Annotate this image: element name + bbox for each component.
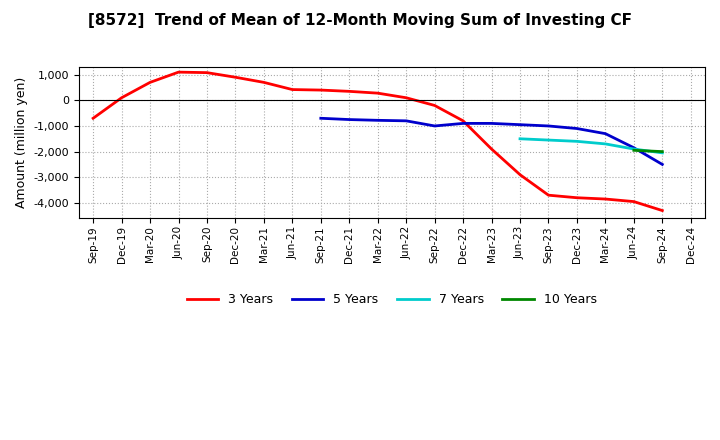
5 Years — [544, 123, 553, 128]
7 Years — [601, 141, 610, 147]
7 Years — [658, 150, 667, 155]
3 Years — [487, 147, 496, 152]
3 Years — [572, 195, 581, 200]
Text: [8572]  Trend of Mean of 12-Month Moving Sum of Investing CF: [8572] Trend of Mean of 12-Month Moving … — [88, 13, 632, 28]
7 Years — [629, 147, 638, 152]
5 Years — [658, 162, 667, 167]
10 Years — [629, 148, 638, 153]
5 Years — [629, 145, 638, 150]
5 Years — [317, 116, 325, 121]
10 Years — [658, 149, 667, 154]
3 Years — [288, 87, 297, 92]
3 Years — [431, 103, 439, 108]
3 Years — [658, 208, 667, 213]
3 Years — [174, 70, 183, 75]
5 Years — [487, 121, 496, 126]
5 Years — [431, 123, 439, 128]
3 Years — [629, 199, 638, 204]
3 Years — [516, 172, 524, 177]
3 Years — [601, 196, 610, 202]
5 Years — [601, 131, 610, 136]
7 Years — [544, 137, 553, 143]
5 Years — [459, 121, 467, 126]
5 Years — [516, 122, 524, 127]
3 Years — [374, 91, 382, 96]
Line: 7 Years: 7 Years — [520, 139, 662, 153]
Line: 10 Years: 10 Years — [634, 150, 662, 152]
3 Years — [117, 95, 126, 100]
3 Years — [317, 88, 325, 93]
5 Years — [345, 117, 354, 122]
3 Years — [260, 80, 269, 85]
5 Years — [402, 118, 410, 124]
7 Years — [516, 136, 524, 141]
Line: 3 Years: 3 Years — [93, 72, 662, 211]
3 Years — [89, 116, 97, 121]
3 Years — [231, 75, 240, 80]
3 Years — [402, 95, 410, 100]
3 Years — [544, 193, 553, 198]
5 Years — [374, 117, 382, 123]
Y-axis label: Amount (million yen): Amount (million yen) — [15, 77, 28, 208]
3 Years — [145, 80, 154, 85]
7 Years — [572, 139, 581, 144]
3 Years — [345, 89, 354, 94]
Legend: 3 Years, 5 Years, 7 Years, 10 Years: 3 Years, 5 Years, 7 Years, 10 Years — [182, 288, 602, 311]
3 Years — [459, 118, 467, 124]
Line: 5 Years: 5 Years — [321, 118, 662, 165]
3 Years — [202, 70, 211, 75]
5 Years — [572, 126, 581, 131]
